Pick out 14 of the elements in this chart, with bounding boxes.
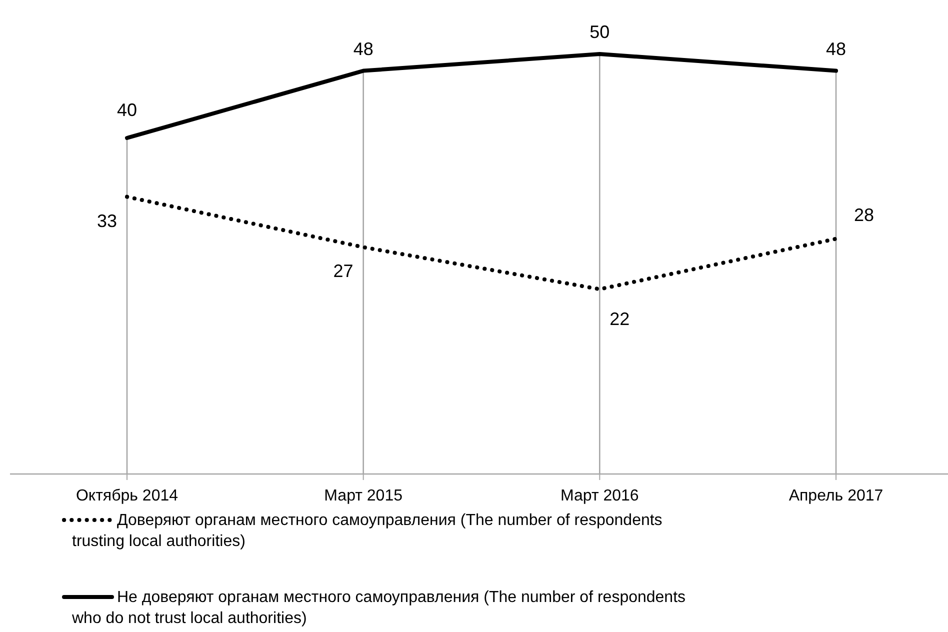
data-label: 40 — [116, 100, 138, 120]
data-label: 33 — [96, 210, 117, 231]
legend-label: Не доверяют органам местного самоуправления (The number of respondents who do not trust local authorities) — [71, 589, 686, 627]
data-label: 48 — [826, 38, 846, 59]
x-tick-label: Октябрь 2014 — [76, 488, 178, 505]
x-tick-label: Март 2015 — [324, 488, 403, 505]
data-label: 50 — [590, 22, 610, 42]
data-label: 48 — [353, 38, 374, 59]
x-tick-label: Март 2016 — [560, 488, 639, 505]
x-tick-label: Апрель 2017 — [788, 488, 884, 505]
data-label: 22 — [610, 309, 630, 330]
data-label: 27 — [333, 261, 354, 282]
legend-label: Доверяют органам местного самоуправления (The number of respondents trusting local authorities) — [72, 512, 662, 550]
data-label: 28 — [854, 204, 874, 225]
